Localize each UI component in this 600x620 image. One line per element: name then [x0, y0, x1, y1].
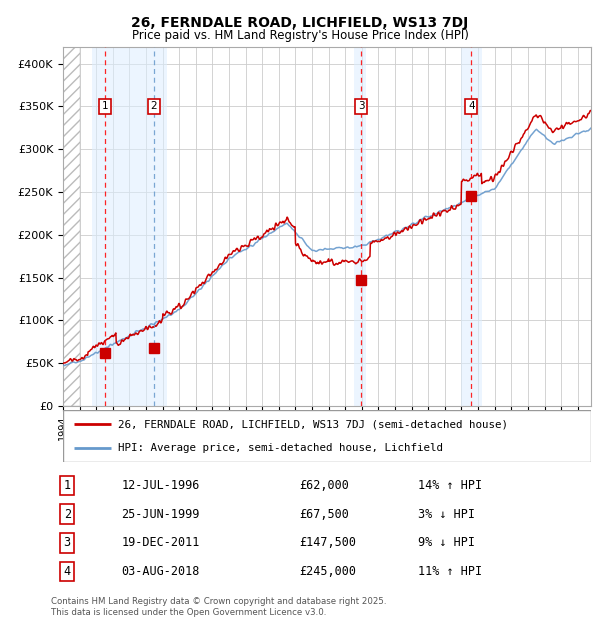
Text: 1: 1: [64, 479, 71, 492]
Bar: [63, 46, 80, 406]
Text: 19-DEC-2011: 19-DEC-2011: [121, 536, 200, 549]
Bar: [353, 46, 366, 406]
Text: 3: 3: [64, 536, 71, 549]
Text: 9% ↓ HPI: 9% ↓ HPI: [418, 536, 475, 549]
Text: 3: 3: [358, 102, 365, 112]
Text: Price paid vs. HM Land Registry's House Price Index (HPI): Price paid vs. HM Land Registry's House …: [131, 29, 469, 42]
Text: £245,000: £245,000: [299, 565, 356, 578]
Text: 4: 4: [468, 102, 475, 112]
Bar: [461, 46, 482, 406]
Text: HPI: Average price, semi-detached house, Lichfield: HPI: Average price, semi-detached house,…: [118, 443, 443, 453]
Text: Contains HM Land Registry data © Crown copyright and database right 2025.
This d: Contains HM Land Registry data © Crown c…: [51, 598, 386, 617]
Text: 2: 2: [151, 102, 157, 112]
Text: £67,500: £67,500: [299, 508, 349, 521]
Text: 12-JUL-1996: 12-JUL-1996: [121, 479, 200, 492]
Text: £147,500: £147,500: [299, 536, 356, 549]
Text: 11% ↑ HPI: 11% ↑ HPI: [418, 565, 482, 578]
Text: 26, FERNDALE ROAD, LICHFIELD, WS13 7DJ (semi-detached house): 26, FERNDALE ROAD, LICHFIELD, WS13 7DJ (…: [118, 419, 508, 429]
Text: 4: 4: [64, 565, 71, 578]
Text: £62,000: £62,000: [299, 479, 349, 492]
Text: 14% ↑ HPI: 14% ↑ HPI: [418, 479, 482, 492]
Text: 25-JUN-1999: 25-JUN-1999: [121, 508, 200, 521]
Text: 26, FERNDALE ROAD, LICHFIELD, WS13 7DJ: 26, FERNDALE ROAD, LICHFIELD, WS13 7DJ: [131, 16, 469, 30]
Text: 3% ↓ HPI: 3% ↓ HPI: [418, 508, 475, 521]
Text: 03-AUG-2018: 03-AUG-2018: [121, 565, 200, 578]
Bar: [92, 46, 167, 406]
FancyBboxPatch shape: [63, 410, 591, 462]
Text: 2: 2: [64, 508, 71, 521]
Text: 1: 1: [101, 102, 109, 112]
